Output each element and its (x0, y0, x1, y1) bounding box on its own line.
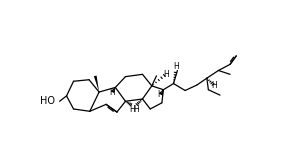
Text: H: H (158, 90, 163, 99)
Text: H: H (109, 88, 115, 96)
Text: H: H (211, 81, 217, 90)
Text: H: H (163, 70, 169, 79)
Text: H: H (173, 62, 179, 71)
Polygon shape (94, 76, 99, 92)
Text: HO: HO (40, 96, 55, 106)
Text: H: H (133, 105, 139, 114)
Text: H: H (129, 105, 135, 114)
